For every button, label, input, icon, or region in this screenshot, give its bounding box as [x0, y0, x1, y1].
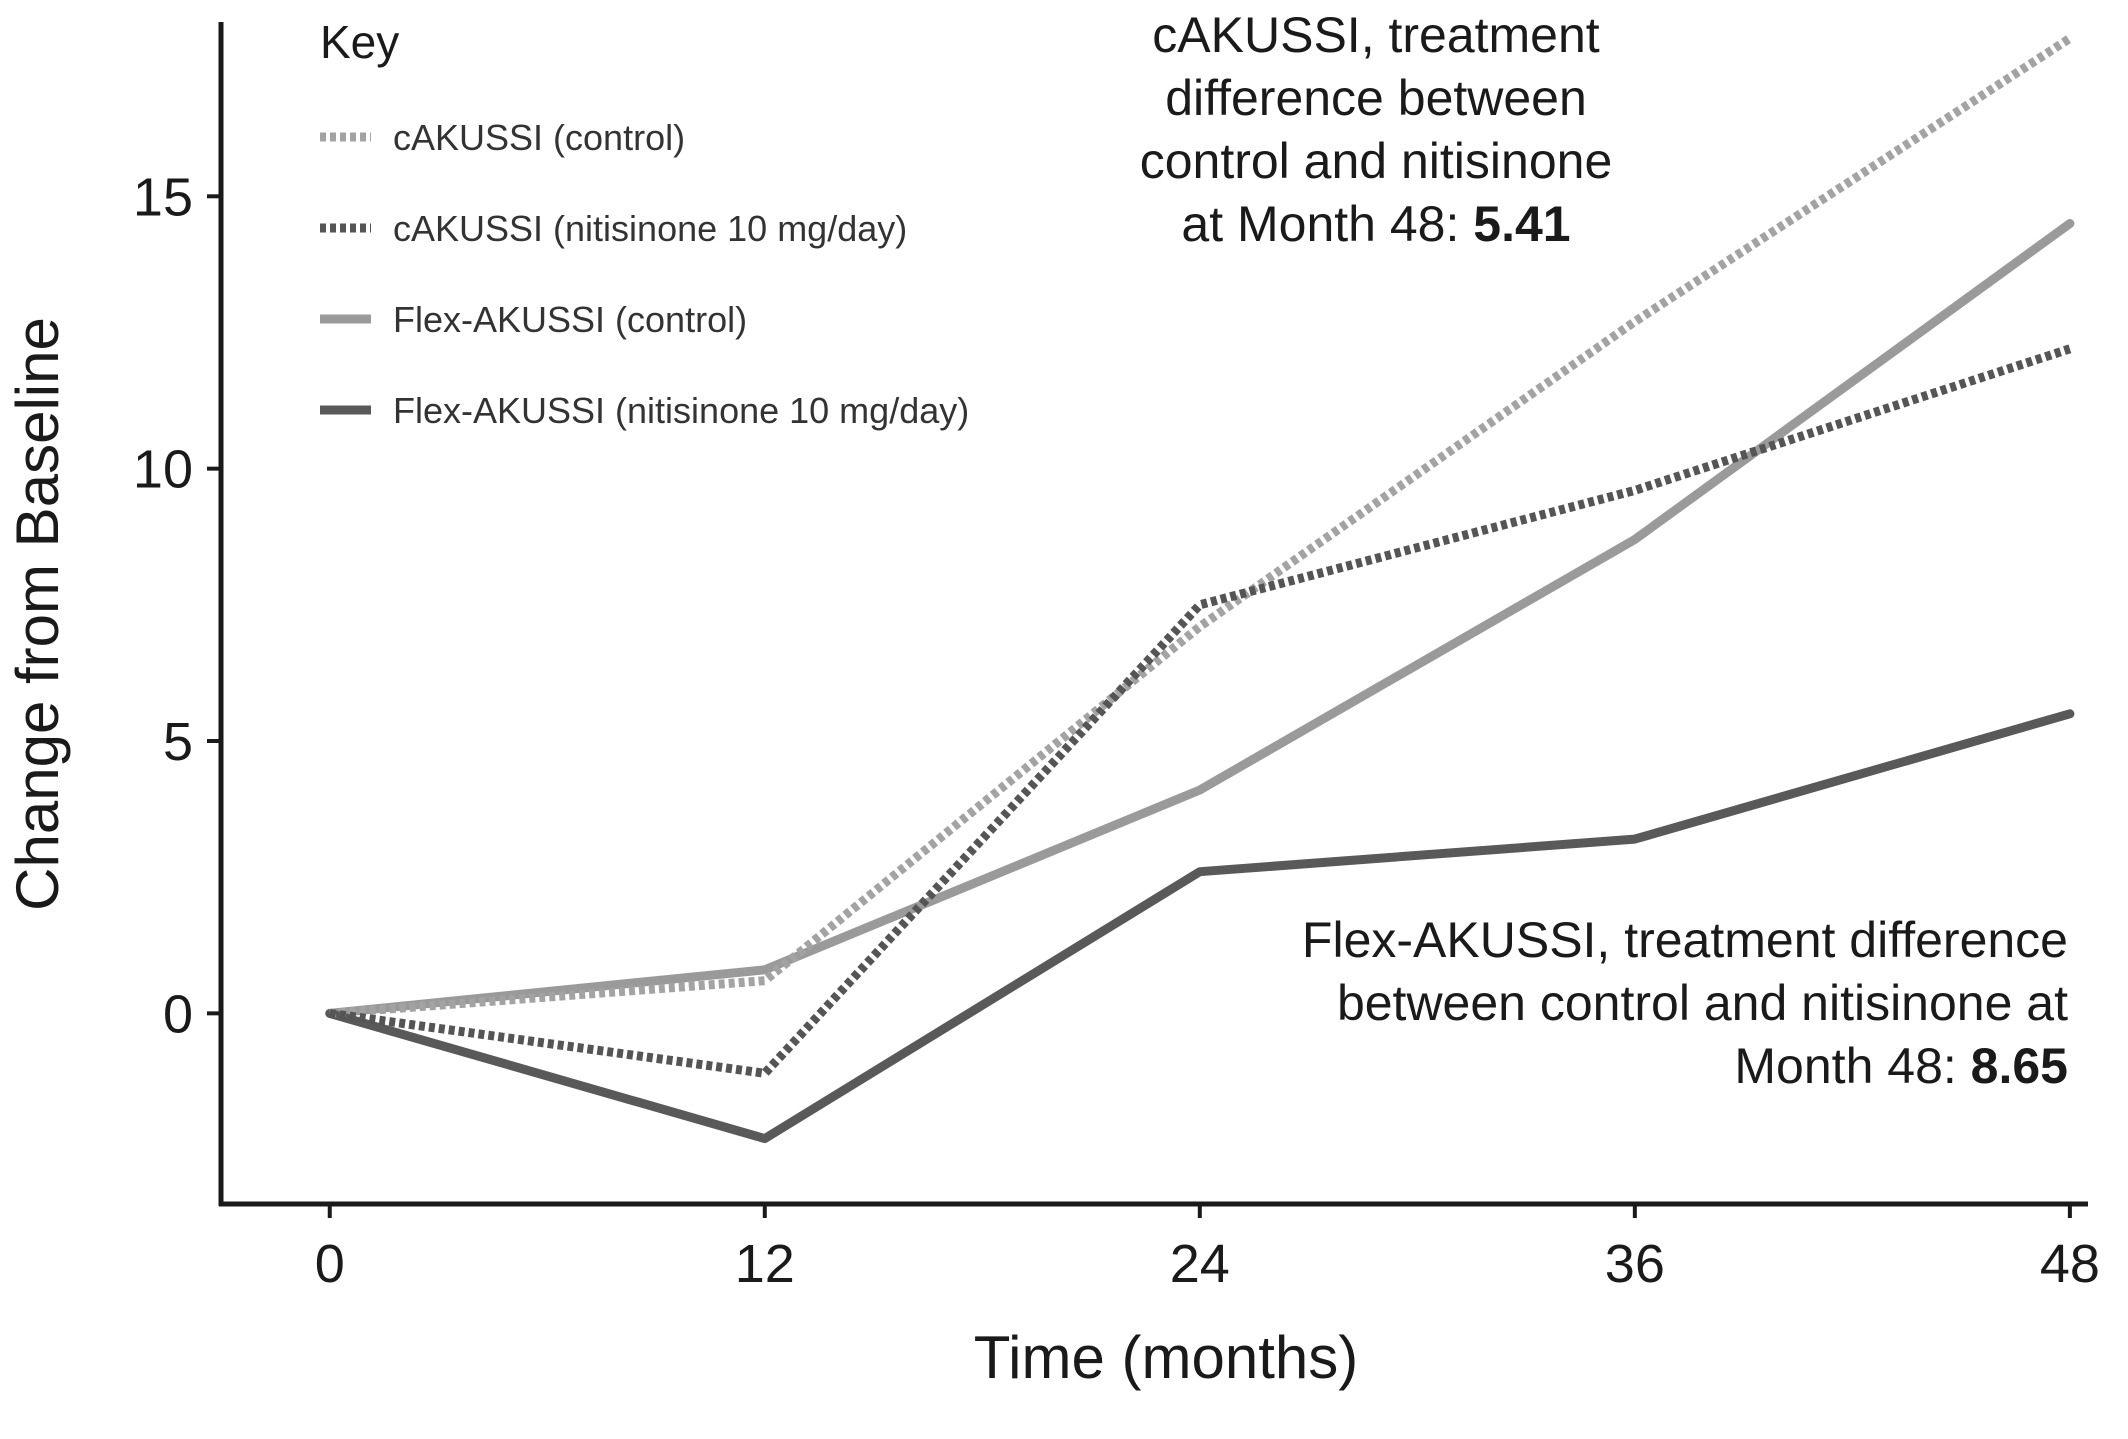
series-layer [325, 34, 2075, 1144]
annotation-line: difference between [1165, 70, 1587, 126]
y-tick-label: 15 [133, 167, 193, 227]
y-tick-label: 0 [163, 984, 193, 1044]
axes [218, 22, 2088, 1207]
x-tick-label: 48 [2040, 1234, 2100, 1294]
annotation-text: cAKUSSI, treatment difference between cont… [1140, 7, 1613, 252]
series-line-flex-akussi-nitisinone-10-mg-day [325, 709, 2075, 1144]
annotation-line: between control and nitisinone at [1337, 975, 2068, 1031]
annotation-line: control and nitisinone [1140, 133, 1613, 189]
annotation-text: Flex-AKUSSI, treatment difference between… [1302, 912, 2068, 1094]
annotation-line: cAKUSSI, treatment [1152, 7, 1599, 63]
y-tick-label: 5 [163, 712, 193, 772]
annotation-value: 5.41 [1473, 196, 1570, 252]
ticks: 0 12 24 36 48 0 5 10 15 [133, 167, 2100, 1294]
annotation-line: at Month 48: [1181, 196, 1473, 252]
series-line-cakussi-control [329, 34, 2073, 1018]
series-line-flex-akussi-control [325, 219, 2075, 1018]
annotation-value: 8.65 [1971, 1038, 2068, 1094]
legend-title: Key [320, 16, 399, 68]
x-tick-label: 36 [1605, 1234, 1665, 1294]
series-line-cakussi-nitisinone-10-mg-day [329, 344, 2072, 1078]
legend-label: cAKUSSI (control) [393, 117, 685, 158]
x-tick-label: 0 [315, 1234, 345, 1294]
y-axis-title: Change from Baseline [4, 317, 71, 911]
legend-label: Flex-AKUSSI (control) [393, 299, 747, 340]
annotations: cAKUSSI, treatment difference between cont… [1140, 7, 2068, 1094]
y-tick-label: 10 [133, 440, 193, 500]
x-tick-label: 24 [1170, 1234, 1230, 1294]
x-axis-title: Time (months) [974, 1324, 1359, 1391]
annotation-line: Month 48: [1734, 1038, 1970, 1094]
x-tick-label: 12 [735, 1234, 795, 1294]
legend-label: cAKUSSI (nitisinone 10 mg/day) [393, 208, 907, 249]
annotation-line: Flex-AKUSSI, treatment difference [1302, 912, 2068, 968]
legend-label: Flex-AKUSSI (nitisinone 10 mg/day) [393, 390, 969, 431]
legend: Key cAKUSSI (control) cAKUSSI (nitisinone… [320, 16, 969, 431]
